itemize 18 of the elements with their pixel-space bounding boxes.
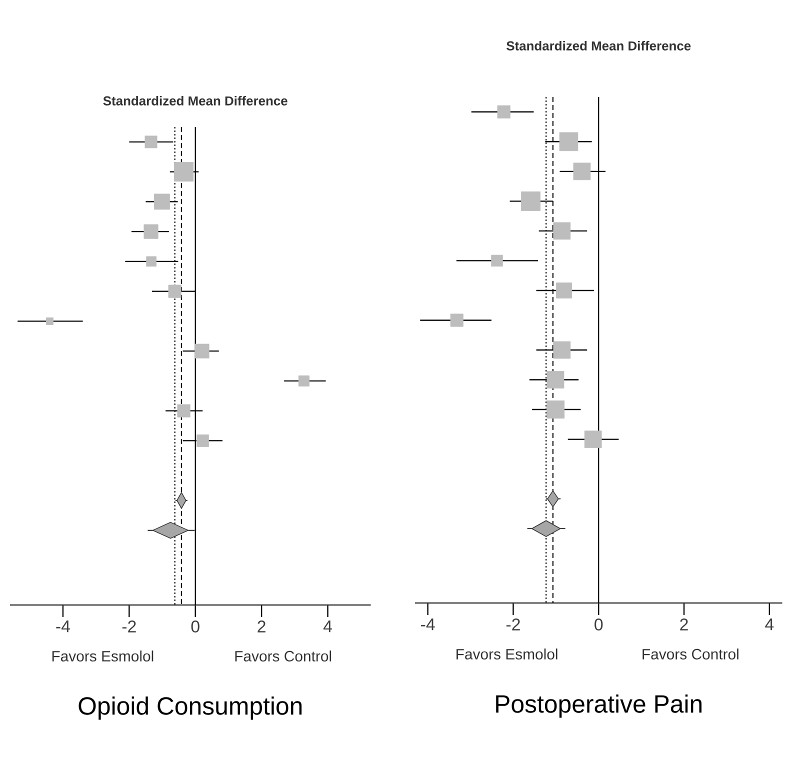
x-axis-title: Opioid Consumption — [78, 696, 302, 720]
x-axis-title: Postoperative Pain — [496, 694, 702, 718]
text: Favors Esmolol — [456, 648, 558, 660]
x-tick-label: 2 — [680, 618, 688, 630]
text: Favors Control — [642, 648, 738, 660]
chart-title: Standardized Mean Difference — [506, 40, 691, 50]
text: Favors Esmolol — [52, 650, 154, 662]
x-tick-label: -4 — [421, 618, 435, 630]
x-tick-label: -4 — [56, 620, 70, 632]
x-tick-label: -2 — [506, 618, 520, 630]
x-tick-label: 0 — [594, 618, 603, 631]
x-tick-label: 4 — [765, 618, 774, 630]
x-tick-label: 4 — [323, 620, 332, 632]
text: Favors Control — [235, 650, 332, 662]
x-tick-label: 0 — [191, 620, 200, 633]
chart-title: Standardized Mean Difference — [103, 96, 288, 106]
x-tick-label: -2 — [122, 620, 136, 632]
x-tick-label: 2 — [258, 620, 266, 632]
